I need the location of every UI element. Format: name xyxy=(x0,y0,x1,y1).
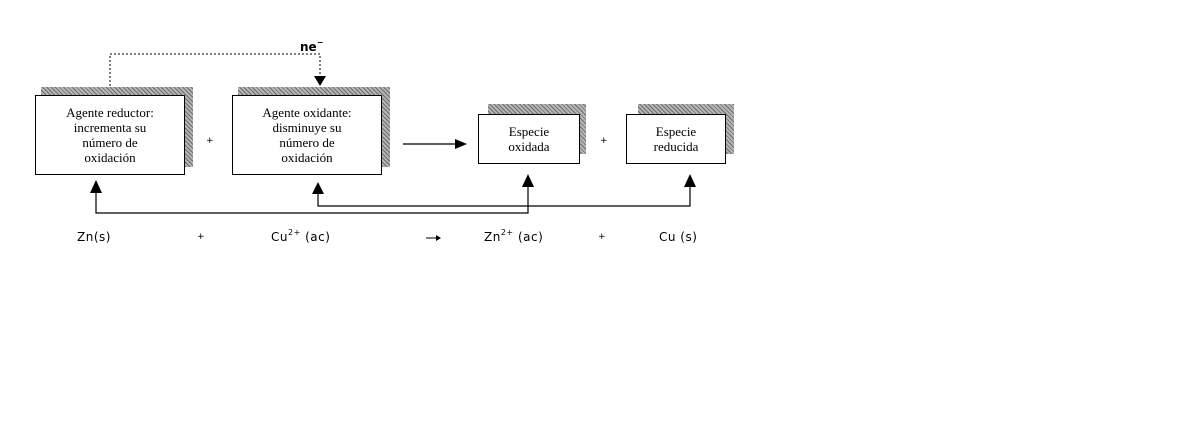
plus-sign: + xyxy=(600,136,608,146)
electron-transfer-label: ne− xyxy=(300,38,324,54)
equation-plus: + xyxy=(197,232,205,242)
equation-plus: + xyxy=(598,232,606,242)
connector-cu-to-reduced xyxy=(317,185,691,207)
equation-product-cu: Cu (s) xyxy=(659,230,698,244)
arrowhead-reduced-species xyxy=(684,174,696,187)
equation-reactant-zn: Zn(s) xyxy=(77,230,111,244)
plus-sign: + xyxy=(206,136,214,146)
reducing-agent-text: Agente reductor: incrementa su número de… xyxy=(66,105,154,165)
equation-reactant-cu2: Cu2+ (ac) xyxy=(271,228,331,244)
arrowhead-reducing-agent xyxy=(90,180,102,193)
electron-transfer-path xyxy=(109,53,321,86)
equation-product-zn2: Zn2+ (ac) xyxy=(484,228,544,244)
reducing-agent-box: Agente reductor: incrementa su número de… xyxy=(35,95,185,175)
reaction-arrow-main-head xyxy=(455,139,467,149)
electron-transfer-arrowhead xyxy=(314,76,326,86)
reduced-species-text: Especie reducida xyxy=(653,124,699,154)
arrowhead-oxidizing-agent xyxy=(312,182,324,194)
oxidized-species-text: Especie oxidada xyxy=(508,124,550,154)
oxidizing-agent-box: Agente oxidante: disminuye su número de … xyxy=(232,95,382,175)
connector-zn-to-oxidized xyxy=(95,185,529,214)
equation-arrow-head xyxy=(436,235,441,241)
reduced-species-box: Especie reducida xyxy=(626,114,726,164)
arrowhead-oxidized-species xyxy=(522,174,534,187)
oxidized-species-box: Especie oxidada xyxy=(478,114,580,164)
oxidizing-agent-text: Agente oxidante: disminuye su número de … xyxy=(262,105,352,165)
